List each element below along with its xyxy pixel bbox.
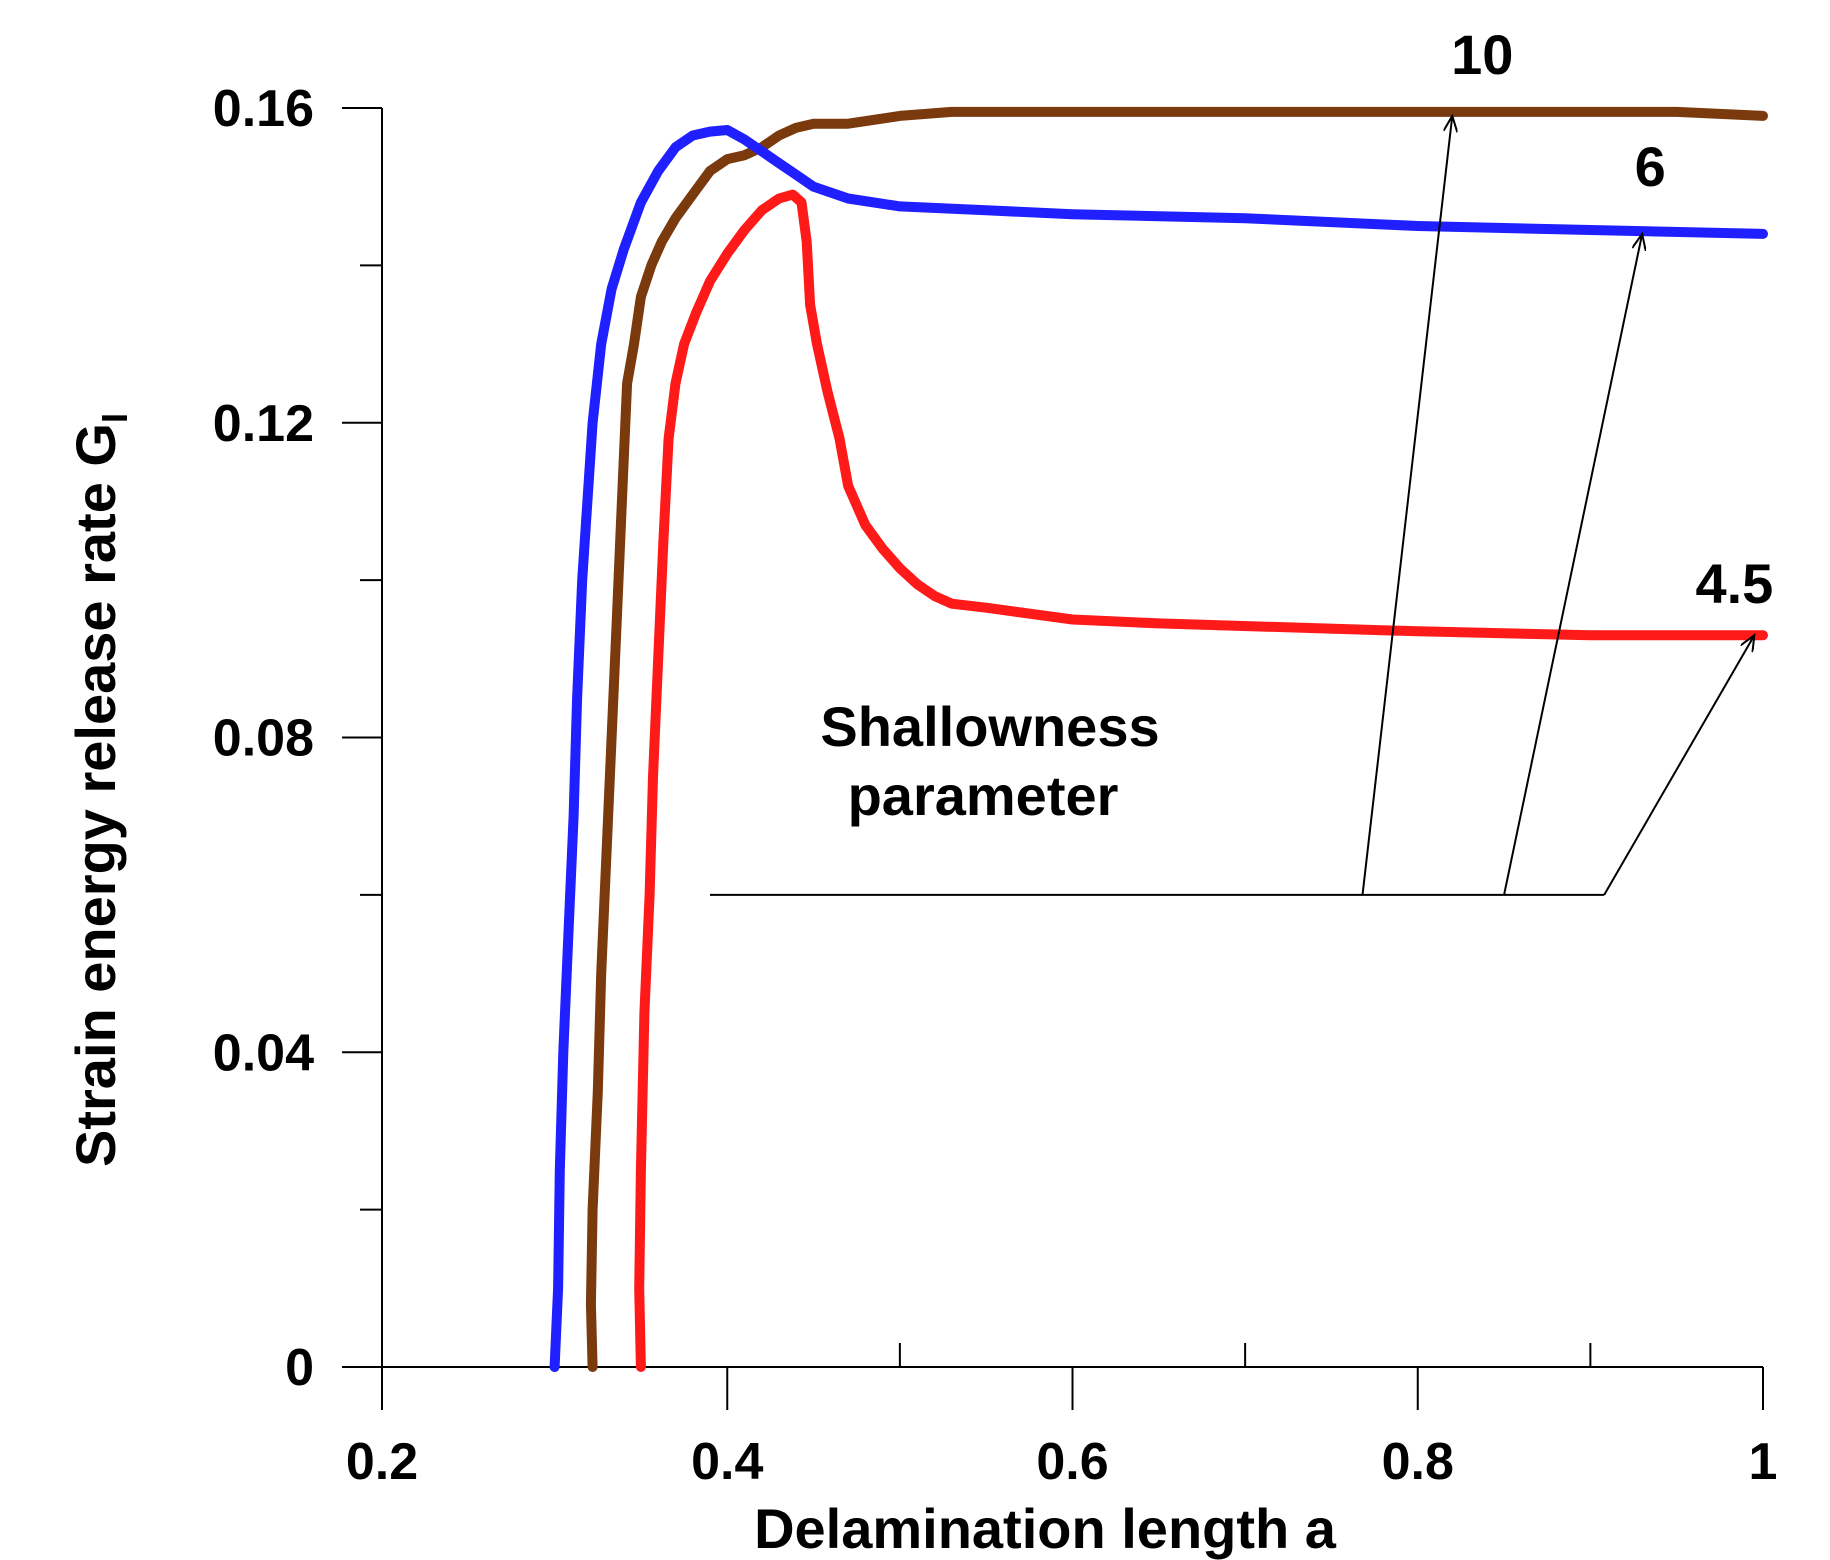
y-axis-title-subscript: I <box>94 413 135 423</box>
y-axis-title-text: Strain energy release rate GI <box>64 413 135 1167</box>
x-tick-label-0.2: 0.2 <box>346 1433 418 1491</box>
x-tick-label-1: 1 <box>1749 1433 1778 1491</box>
annotation-text-line1: Shallowness <box>820 695 1159 758</box>
series-label-4-5: 4.5 <box>1695 552 1773 615</box>
y-tick-label-0.16: 0.16 <box>213 80 314 138</box>
series-group <box>549 106 1768 1372</box>
y-tick-label-0.12: 0.12 <box>213 395 314 453</box>
annotation-arrow-10 <box>1361 116 1453 895</box>
y-tick-label-0: 0 <box>285 1339 314 1397</box>
series-line-10 <box>585 106 1768 1372</box>
x-axis-title: Delamination length a <box>754 1497 1337 1560</box>
series-line-4-5 <box>634 189 1768 1372</box>
ticks: 0.2 0.4 0.6 0.8 1 0 0.04 0.08 0.12 0.16 <box>213 80 1778 1491</box>
y-axis-title-main: Strain energy release rate G <box>64 423 127 1167</box>
annotation: 10 6 4.5 <box>709 23 1773 896</box>
y-tick-label-0.04: 0.04 <box>213 1024 314 1082</box>
x-tick-label-0.6: 0.6 <box>1036 1433 1108 1491</box>
annotation-text-line2: parameter <box>848 764 1119 827</box>
y-axis-title: Strain energy release rate GI <box>64 413 135 1167</box>
series-label-6: 6 <box>1635 135 1666 198</box>
x-tick-label-0.8: 0.8 <box>1382 1433 1454 1491</box>
annotation-arrow-4-5 <box>1603 635 1754 896</box>
series-line-6 <box>549 125 1768 1372</box>
annotation-arrow-6 <box>1503 234 1642 896</box>
y-tick-label-0.08: 0.08 <box>213 710 314 768</box>
x-tick-label-0.4: 0.4 <box>691 1433 763 1491</box>
series-label-10: 10 <box>1451 23 1513 86</box>
